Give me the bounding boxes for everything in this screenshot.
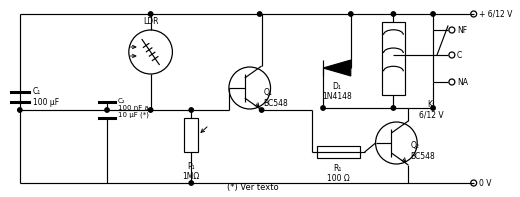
Text: (*) Ver texto: (*) Ver texto: [227, 183, 279, 192]
Circle shape: [449, 52, 455, 58]
Circle shape: [321, 106, 325, 110]
Bar: [184, 118, 198, 152]
Text: + 6/12 V: + 6/12 V: [478, 9, 512, 19]
Text: NA: NA: [457, 77, 468, 86]
Text: C₁
100 μF: C₁ 100 μF: [33, 87, 59, 107]
Circle shape: [148, 108, 153, 112]
Circle shape: [259, 108, 264, 112]
Circle shape: [431, 106, 435, 110]
Circle shape: [449, 79, 455, 85]
Text: K₁
6/12 V: K₁ 6/12 V: [419, 100, 444, 119]
Circle shape: [348, 12, 353, 16]
Circle shape: [257, 12, 262, 16]
Text: R₁
100 Ω: R₁ 100 Ω: [327, 164, 349, 183]
Text: P₁
1MΩ: P₁ 1MΩ: [183, 162, 200, 181]
Circle shape: [148, 12, 153, 16]
Circle shape: [391, 106, 396, 110]
Circle shape: [18, 108, 22, 112]
Polygon shape: [323, 60, 351, 76]
Circle shape: [449, 27, 455, 33]
Circle shape: [471, 180, 477, 186]
Circle shape: [471, 11, 477, 17]
Text: NF: NF: [457, 25, 467, 34]
Text: Q₁
BC548: Q₁ BC548: [264, 88, 289, 108]
Text: C: C: [457, 50, 462, 59]
Circle shape: [431, 12, 435, 16]
Text: LDR: LDR: [143, 17, 159, 26]
Bar: [382, 22, 405, 95]
Circle shape: [189, 181, 193, 185]
Text: C₂
100 nF a
10 μF (*): C₂ 100 nF a 10 μF (*): [118, 98, 149, 118]
Circle shape: [391, 12, 396, 16]
Circle shape: [105, 108, 109, 112]
Text: Q₂
BC548: Q₂ BC548: [410, 141, 435, 161]
Text: 0 V: 0 V: [478, 178, 491, 188]
Text: D₁
1N4148: D₁ 1N4148: [322, 82, 352, 101]
Bar: [317, 146, 360, 158]
Circle shape: [189, 108, 193, 112]
